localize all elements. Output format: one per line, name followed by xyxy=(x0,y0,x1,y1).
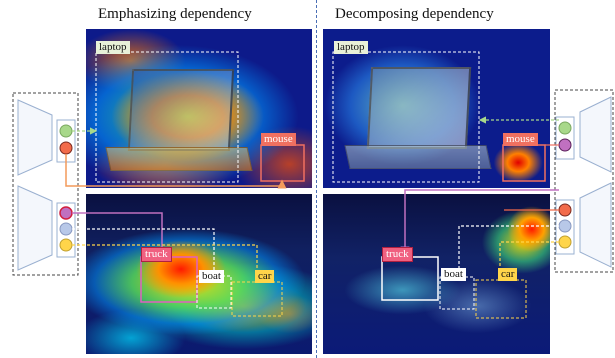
right-car-label: car xyxy=(498,268,518,281)
right-truck-box xyxy=(381,256,439,301)
right-encoder-bottom xyxy=(579,182,612,268)
right-mouse-label: mouse xyxy=(503,133,538,146)
left-encoder-group xyxy=(12,92,79,276)
right-encoder-group xyxy=(554,89,614,273)
right-panel-title: Decomposing dependency xyxy=(335,6,494,22)
left-feature-blue xyxy=(59,222,73,236)
left-boat-label: boat xyxy=(199,270,224,283)
right-truck-label: truck xyxy=(382,247,413,262)
right-boat-label: boat xyxy=(441,268,466,281)
left-feature-green xyxy=(59,124,73,138)
left-truck-box xyxy=(140,256,198,303)
right-encoder-top xyxy=(579,96,612,173)
right-feature-red xyxy=(558,203,572,217)
left-feature-purple xyxy=(59,206,73,220)
right-car-box xyxy=(475,279,527,319)
right-laptop-label: laptop xyxy=(334,41,368,54)
right-feature-blue xyxy=(558,219,572,233)
left-panel-title: Emphasizing dependency xyxy=(98,6,252,22)
left-laptop-heatmap xyxy=(86,29,312,188)
left-car-box xyxy=(231,281,283,317)
right-boat-box xyxy=(439,276,475,310)
right-laptop-heatmap xyxy=(323,29,550,188)
right-feature-purple xyxy=(558,138,572,152)
left-truck-label: truck xyxy=(141,247,172,262)
left-mouse-box xyxy=(260,144,305,182)
left-laptop-box xyxy=(95,51,239,183)
right-feature-yellow xyxy=(558,235,572,249)
left-car-label: car xyxy=(255,270,275,283)
left-encoder-top xyxy=(17,99,53,176)
right-mouse-box xyxy=(502,144,546,182)
right-laptop-box xyxy=(332,51,480,183)
right-feature-green xyxy=(558,121,572,135)
panel-divider xyxy=(316,0,317,358)
left-feature-red xyxy=(59,141,73,155)
left-laptop-label: laptop xyxy=(96,41,130,54)
left-mouse-label: mouse xyxy=(261,133,296,146)
left-feature-yellow xyxy=(59,238,73,252)
left-encoder-bottom xyxy=(17,185,53,271)
